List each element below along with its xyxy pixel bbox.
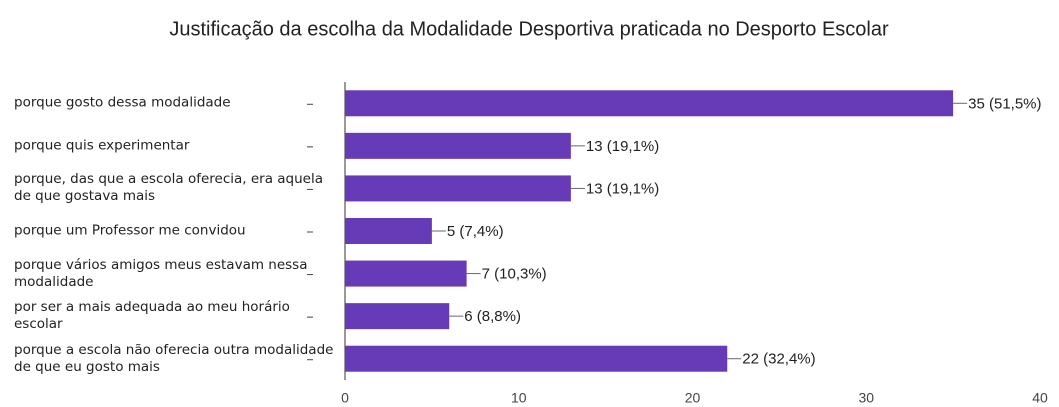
bar xyxy=(345,132,571,159)
data-label: 22 (32,4%) xyxy=(742,351,815,368)
bar xyxy=(345,90,954,117)
x-tick-label: 10 xyxy=(511,390,527,406)
data-label: 6 (8,8%) xyxy=(464,308,521,325)
data-label: 35 (51,5%) xyxy=(968,95,1041,112)
y-tick-label: por ser a mais adequada ao meu horário e… xyxy=(14,299,290,333)
x-tick-label: 0 xyxy=(341,390,349,406)
y-tick-label: porque quis experimentar xyxy=(14,137,190,154)
data-label: 5 (7,4%) xyxy=(447,223,504,240)
bar xyxy=(345,260,467,287)
x-tick-label: 20 xyxy=(685,390,701,406)
x-tick-label: 30 xyxy=(858,390,874,406)
bar xyxy=(345,345,728,372)
y-tick-label: porque um Professor me convidou xyxy=(14,222,246,239)
y-tick-label: porque, das que a escola oferecia, era a… xyxy=(14,171,323,205)
y-tick-label: porque vários amigos meus estavam nessa … xyxy=(14,256,308,290)
y-tick-label: porque gosto dessa modalidade xyxy=(14,94,231,111)
x-tick-label: 40 xyxy=(1032,390,1048,406)
chart-title: Justificação da escolha da Modalidade De… xyxy=(169,18,889,40)
data-label: 13 (19,1%) xyxy=(586,180,659,197)
bar xyxy=(345,218,432,244)
bar xyxy=(345,175,571,202)
data-label: 13 (19,1%) xyxy=(586,138,659,155)
data-label: 7 (10,3%) xyxy=(482,266,547,283)
y-tick-label: porque a escola não oferecia outra modal… xyxy=(14,341,334,375)
bar xyxy=(345,303,450,330)
